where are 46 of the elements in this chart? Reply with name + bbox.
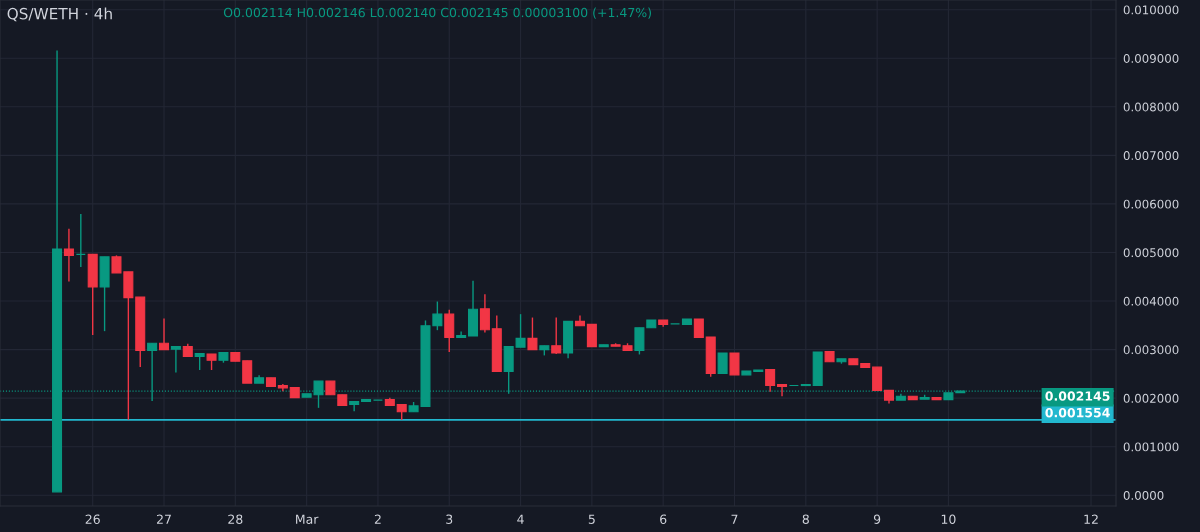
candlestick xyxy=(479,293,490,334)
candlestick xyxy=(551,316,562,355)
x-tick-label: 12 xyxy=(1084,514,1098,524)
candlestick xyxy=(729,352,740,376)
y-tick-label: 0.0000 xyxy=(1123,490,1164,500)
y-tick-label: 0.009000 xyxy=(1123,53,1179,63)
x-tick-label: 6 xyxy=(660,514,667,524)
x-tick-label: 4 xyxy=(517,514,524,524)
chart-title: QS/WETH · 4h xyxy=(7,7,112,22)
y-tick-label: 0.003000 xyxy=(1123,345,1179,355)
x-tick-label: 7 xyxy=(731,514,738,524)
y-tick-label: 0.005000 xyxy=(1123,248,1179,258)
candlestick xyxy=(170,345,181,374)
candlestick xyxy=(147,342,158,402)
ref-line-label: 0.002145 xyxy=(1045,391,1110,401)
x-tick-label: 5 xyxy=(588,514,595,524)
x-tick-label: 28 xyxy=(228,514,243,524)
y-tick-label: 0.001000 xyxy=(1123,442,1179,452)
candlestick xyxy=(872,366,883,392)
candlestick xyxy=(765,368,776,393)
y-tick-label: 0.007000 xyxy=(1123,151,1179,161)
x-tick-label: 27 xyxy=(156,514,171,524)
x-tick-label: 9 xyxy=(873,514,881,524)
y-tick-label: 0.002000 xyxy=(1123,393,1179,403)
candlestick xyxy=(777,383,788,397)
candlestick xyxy=(527,316,538,351)
candlestick xyxy=(717,352,728,374)
x-tick-label: 2 xyxy=(374,514,381,524)
candlestick xyxy=(63,227,74,283)
x-tick-label: 26 xyxy=(85,514,100,524)
candlestick xyxy=(159,317,170,351)
x-tick-label: 10 xyxy=(941,514,956,524)
candlestick xyxy=(586,323,597,348)
candlestick xyxy=(444,309,455,353)
x-tick-label: 3 xyxy=(446,514,453,524)
y-tick-label: 0.010000 xyxy=(1123,5,1179,15)
y-tick-label: 0.008000 xyxy=(1123,102,1179,112)
ref-line-label: 0.001554 xyxy=(1045,407,1110,418)
annotation: O0.002114 H0.002146 L0.002140 C0.002145 0.00003100 (+1.47%) xyxy=(223,7,651,19)
y-tick-label: 0.006000 xyxy=(1123,199,1179,209)
candlestick xyxy=(693,318,704,339)
x-tick-label: Mar xyxy=(296,514,319,524)
candlestick xyxy=(349,400,360,412)
candlestick xyxy=(242,360,253,384)
y-tick-label: 0.004000 xyxy=(1123,296,1179,306)
x-tick-label: 8 xyxy=(802,514,809,524)
